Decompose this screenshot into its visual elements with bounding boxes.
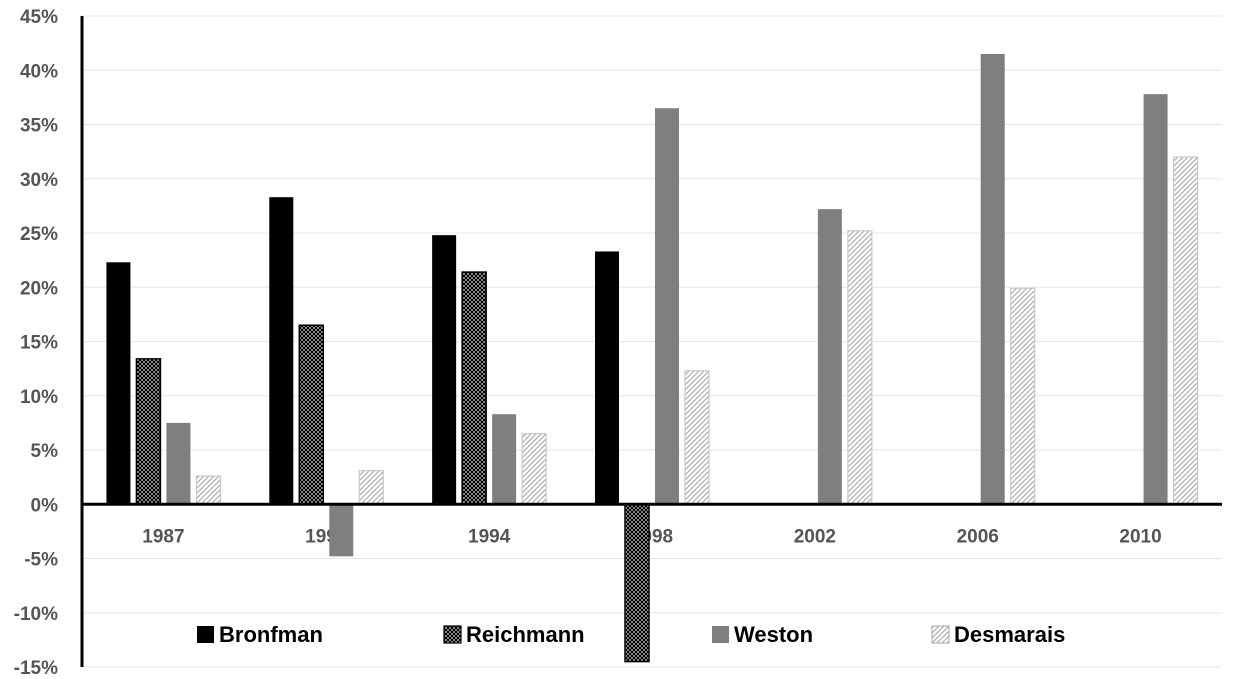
bar-weston-2002 [817, 209, 842, 505]
bar-desmarais-2002 [847, 230, 873, 505]
y-tick-label: 10% [20, 387, 58, 408]
bar-reichmann-1990 [298, 324, 325, 505]
legend-label-reichmann: Reichmann [466, 622, 585, 647]
legend-label-desmarais: Desmarais [954, 622, 1065, 647]
y-tick-label: 15% [20, 333, 58, 354]
bar-desmarais-1994 [521, 433, 547, 505]
legend-swatch-desmarais [931, 625, 950, 644]
legend-swatch-reichmann [443, 625, 462, 644]
y-tick-label: 20% [20, 278, 58, 299]
x-tick-label: 2006 [957, 526, 999, 547]
legend-label-bronfman: Bronfman [219, 622, 323, 647]
x-tick-label: 2002 [794, 526, 836, 547]
bar-bronfman-1998 [595, 251, 619, 505]
bar-weston-1998 [655, 108, 679, 505]
x-tick-label: 2010 [1119, 526, 1161, 547]
y-tick-label: -10% [14, 604, 58, 625]
y-tick-label: 0% [31, 495, 59, 516]
y-tick-label: -15% [14, 658, 58, 679]
y-axis-tick-labels: 45% 40% 35% 30% 25% 20% 15% 10% 5% 0% -5% -10% -15% [14, 7, 58, 679]
y-tick-label: 5% [31, 441, 59, 462]
bar-weston-2010 [1143, 94, 1168, 505]
y-tick-label: 40% [20, 61, 58, 82]
bar-reichmann-1998 [624, 503, 650, 663]
bar-reichmann-1994 [461, 271, 487, 505]
x-axis-tick-labels: 1987 1990 1994 1998 2002 2006 2010 [140, 524, 1163, 549]
y-tick-label: 35% [20, 116, 58, 137]
y-tick-label: 45% [20, 7, 58, 28]
legend-swatch-weston [712, 626, 729, 643]
x-tick-label: 1994 [468, 526, 511, 547]
legend: Bronfman Reichmann Weston Desmarais [197, 622, 1065, 647]
axes [80, 16, 1222, 667]
y-tick-label: 30% [20, 170, 58, 191]
y-tick-label: 25% [20, 224, 58, 245]
legend-label-weston: Weston [734, 622, 813, 647]
bar-desmarais-1987 [195, 475, 222, 505]
bar-desmarais-2006 [1010, 287, 1036, 505]
bar-bronfman-1990 [269, 197, 294, 505]
x-tick-label: 1987 [142, 526, 184, 547]
bar-weston-2006 [980, 53, 1005, 505]
bar-weston-1990 [329, 504, 354, 557]
bar-desmarais-1998 [684, 370, 710, 505]
bar-desmarais-1990 [358, 470, 384, 505]
bar-bronfman-1994 [432, 235, 457, 505]
bar-desmarais-2010 [1172, 156, 1199, 505]
y-tick-label: -5% [24, 550, 58, 571]
gridlines [82, 15, 1222, 668]
bar-weston-1987 [166, 422, 191, 505]
bar-weston-1994 [492, 414, 517, 505]
bar-bronfman-1987 [106, 262, 131, 505]
legend-swatch-bronfman [197, 626, 214, 643]
bar-reichmann-1987 [135, 358, 162, 505]
bars [106, 53, 1199, 663]
